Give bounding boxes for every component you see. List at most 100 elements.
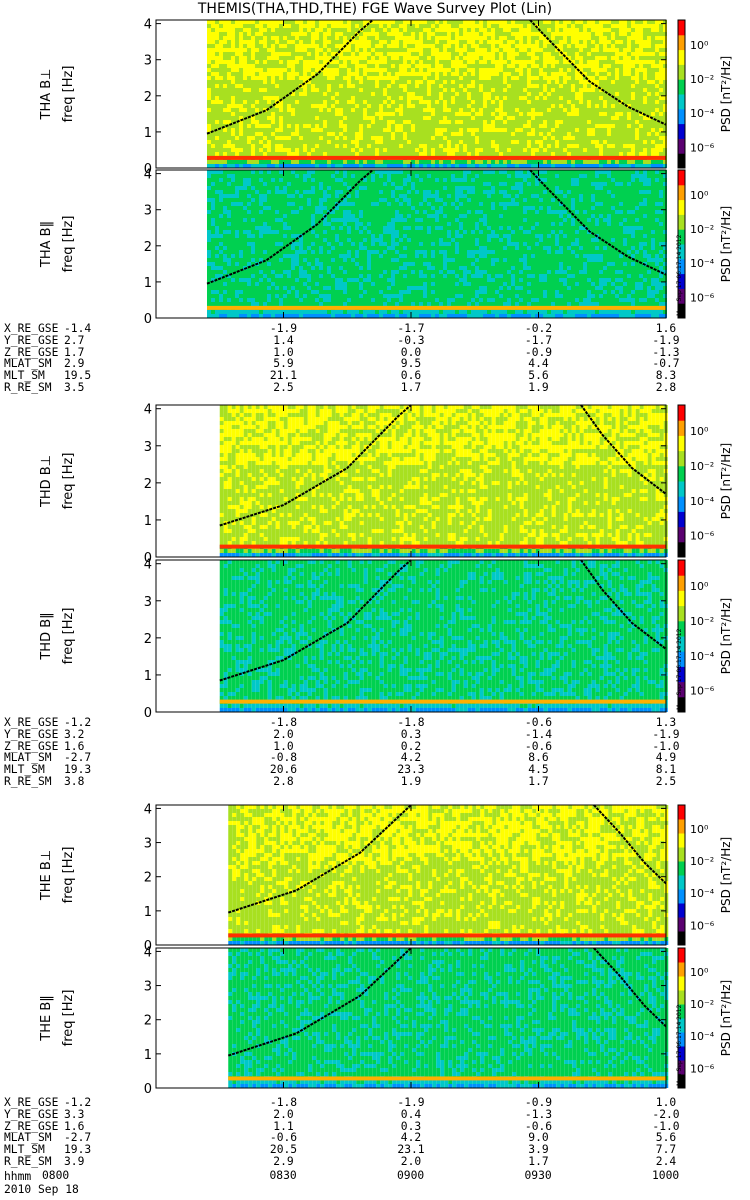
spectrogram-cell bbox=[331, 104, 335, 108]
spectrogram-cell bbox=[431, 80, 435, 84]
spectrogram-cell bbox=[271, 96, 275, 100]
spectrogram-cell bbox=[491, 104, 495, 108]
spectrogram-cell bbox=[615, 24, 619, 28]
spectrogram-cell bbox=[291, 76, 295, 80]
spectrogram-cell bbox=[311, 108, 315, 112]
spectrogram-cell bbox=[379, 112, 383, 116]
spectrogram-cell bbox=[563, 136, 567, 140]
spectrogram-cell bbox=[535, 116, 539, 120]
spectrogram-cell bbox=[659, 152, 663, 156]
spectrogram-cell bbox=[215, 104, 219, 108]
spectrogram-cell bbox=[243, 274, 247, 278]
spectrogram-cell bbox=[379, 40, 383, 44]
spectrogram-cell bbox=[299, 100, 303, 104]
spectrogram-cell bbox=[499, 88, 503, 92]
spectrogram-cell bbox=[527, 48, 531, 52]
spectrogram-cell bbox=[243, 132, 247, 136]
spectrogram-cell bbox=[479, 68, 483, 72]
spectrogram-cell bbox=[539, 48, 543, 52]
spectrogram-cell bbox=[259, 164, 263, 168]
spectrogram-cell bbox=[407, 132, 411, 136]
spectrogram-cell bbox=[299, 152, 303, 156]
spectrogram-cell bbox=[315, 40, 319, 44]
spectrogram-cell bbox=[431, 48, 435, 52]
spectrogram-cell bbox=[635, 48, 639, 52]
spectrogram-cell bbox=[247, 72, 251, 76]
spectrogram-cell bbox=[651, 136, 655, 140]
spectrogram-cell bbox=[387, 52, 391, 56]
spectrogram-cell bbox=[231, 314, 235, 318]
spectrogram-cell bbox=[235, 56, 239, 60]
spectrogram-cell bbox=[255, 68, 259, 72]
spectrogram-cell bbox=[539, 88, 543, 92]
spectrogram-cell bbox=[543, 148, 547, 152]
spectrogram-cell bbox=[503, 76, 507, 80]
spectrogram-cell bbox=[339, 100, 343, 104]
spectrogram-cell bbox=[399, 52, 403, 56]
spectrogram-cell bbox=[223, 52, 227, 56]
spectrogram-cell bbox=[227, 32, 231, 36]
spectrogram-cell bbox=[215, 36, 219, 40]
spectrogram-cell bbox=[255, 182, 259, 186]
spectrogram-cell bbox=[375, 140, 379, 144]
spectrogram-cell bbox=[511, 68, 515, 72]
spectrogram-cell bbox=[583, 128, 587, 132]
spectrogram-cell bbox=[471, 44, 475, 48]
spectrogram-cell bbox=[387, 160, 391, 164]
spectrogram-cell bbox=[243, 206, 247, 210]
spectrogram-cell bbox=[331, 76, 335, 80]
spectrogram-cell bbox=[635, 28, 639, 32]
spectrogram-cell bbox=[611, 48, 615, 52]
spectrogram-cell bbox=[623, 112, 627, 116]
spectrogram-cell bbox=[351, 52, 355, 56]
spectrogram-cell bbox=[299, 124, 303, 128]
spectrogram-cell bbox=[211, 258, 215, 262]
spectrogram-cell bbox=[623, 52, 627, 56]
spectrogram-cell bbox=[575, 92, 579, 96]
spectrogram-cell bbox=[263, 214, 267, 218]
spectrogram-cell bbox=[451, 132, 455, 136]
spectrogram-cell bbox=[211, 194, 215, 198]
spectrogram-cell bbox=[275, 20, 279, 24]
spectrogram-cell bbox=[535, 96, 539, 100]
spectrogram-cell bbox=[439, 132, 443, 136]
spectrogram-cell bbox=[215, 92, 219, 96]
spectrogram-cell bbox=[267, 68, 271, 72]
spectrogram-cell bbox=[515, 152, 519, 156]
spectrogram-cell bbox=[487, 52, 491, 56]
spectrogram-cell bbox=[391, 100, 395, 104]
spectrogram-cell bbox=[579, 24, 583, 28]
spectrogram-cell bbox=[331, 116, 335, 120]
spectrogram-cell bbox=[575, 144, 579, 148]
spectrogram-cell bbox=[571, 100, 575, 104]
spectrogram-cell bbox=[235, 202, 239, 206]
spectrogram-cell bbox=[271, 60, 275, 64]
spectrogram-cell bbox=[247, 64, 251, 68]
spectrogram-cell bbox=[451, 160, 455, 164]
spectrogram-cell bbox=[591, 88, 595, 92]
spectrogram-cell bbox=[243, 164, 247, 168]
spectrogram-cell bbox=[611, 28, 615, 32]
spectrogram-cell bbox=[463, 136, 467, 140]
spectrogram-cell bbox=[591, 100, 595, 104]
spectrogram-cell bbox=[419, 60, 423, 64]
spectrogram-cell bbox=[339, 136, 343, 140]
spectrogram-cell bbox=[403, 40, 407, 44]
spectrogram-cell bbox=[227, 290, 231, 294]
spectrogram-cell bbox=[231, 84, 235, 88]
spectrogram-cell bbox=[475, 136, 479, 140]
spectrogram-cell bbox=[579, 116, 583, 120]
spectrogram-cell bbox=[643, 88, 647, 92]
spectrogram-cell bbox=[407, 108, 411, 112]
spectrogram-cell bbox=[235, 48, 239, 52]
spectrogram-cell bbox=[279, 48, 283, 52]
spectrogram-cell bbox=[243, 234, 247, 238]
spectrogram-cell bbox=[263, 206, 267, 210]
spectrogram-cell bbox=[603, 164, 607, 168]
spectrogram-cell bbox=[595, 80, 599, 84]
spectrogram-cell bbox=[651, 52, 655, 56]
spectrogram-cell bbox=[347, 24, 351, 28]
spectrogram-cell bbox=[635, 120, 639, 124]
spectrogram-cell bbox=[535, 132, 539, 136]
spectrogram-cell bbox=[627, 36, 631, 40]
